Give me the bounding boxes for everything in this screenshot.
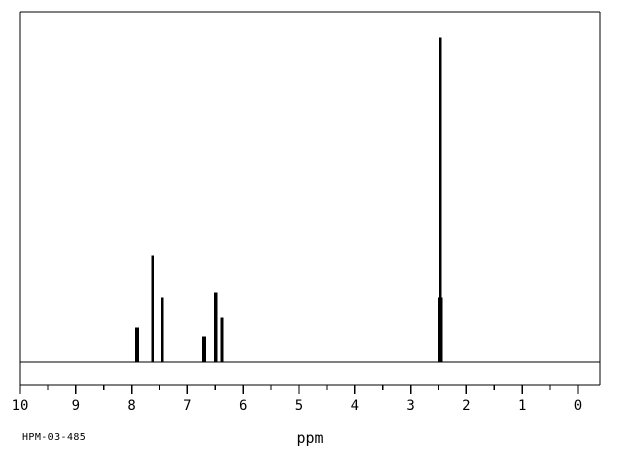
x-axis-tick-label: 7: [183, 398, 191, 414]
x-axis-tick-label: 1: [518, 398, 526, 414]
nmr-peak: [220, 317, 224, 363]
x-axis-tick-label: 0: [574, 398, 582, 414]
nmr-peak: [151, 255, 155, 363]
nmr-peak: [202, 336, 207, 363]
x-axis-tick-label: 9: [72, 398, 80, 414]
x-axis-tick-label: 2: [462, 398, 470, 414]
nmr-peak: [214, 292, 218, 363]
nmr-peak: [161, 297, 164, 363]
peak-traces: [135, 37, 443, 363]
x-axis-tick-label: 4: [351, 398, 359, 414]
x-axis-ticks: [19, 385, 579, 394]
sample-id-label: HPM-03-485: [22, 432, 86, 443]
x-axis-tick-labels: 10 9 8 7 6 5 4 3 2 1 0: [12, 398, 583, 414]
plot-frame: [19, 11, 601, 386]
x-axis-tick-label: 8: [127, 398, 135, 414]
x-axis-tick-label: 5: [295, 398, 303, 414]
x-axis-tick-label: 6: [239, 398, 247, 414]
x-axis-label: ppm: [296, 429, 323, 447]
x-axis-tick-label: 3: [406, 398, 414, 414]
nmr-peak: [437, 297, 443, 363]
nmr-peak: [135, 327, 140, 363]
x-axis-tick-label: 10: [12, 398, 29, 414]
